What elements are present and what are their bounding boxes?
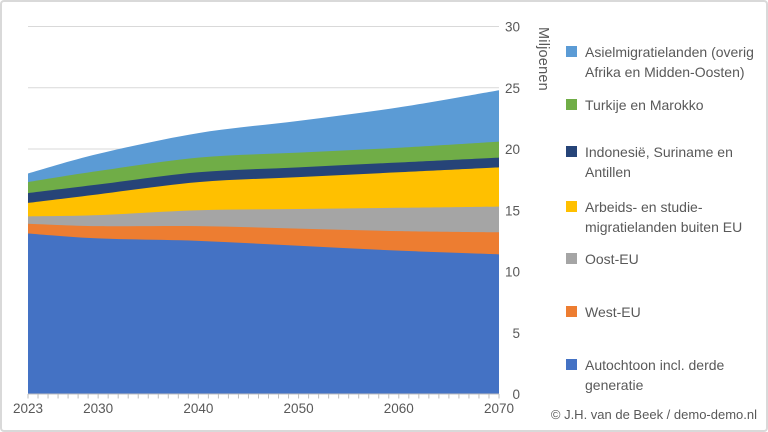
y-tick-label: 10	[505, 265, 520, 280]
y-tick-label: 5	[512, 326, 520, 341]
y-tick-label: 25	[505, 81, 520, 96]
y-tick-label: 30	[505, 20, 520, 35]
y-tick-label: 20	[505, 142, 520, 157]
y-tick-label: 0	[512, 387, 520, 402]
x-tick-label: 2060	[384, 401, 414, 416]
y-tick-label: 15	[505, 203, 520, 218]
x-tick-label: 2040	[183, 401, 213, 416]
x-tick-label: 2070	[484, 401, 514, 416]
y-axis-title: Miljoenen	[535, 27, 551, 91]
x-tick-label: 2030	[83, 401, 113, 416]
series-area-0	[28, 233, 499, 394]
x-tick-label: 2023	[13, 401, 43, 416]
x-tick-label: 2050	[284, 401, 314, 416]
credit-text: © J.H. van de Beek / demo-demo.nl	[550, 407, 757, 422]
